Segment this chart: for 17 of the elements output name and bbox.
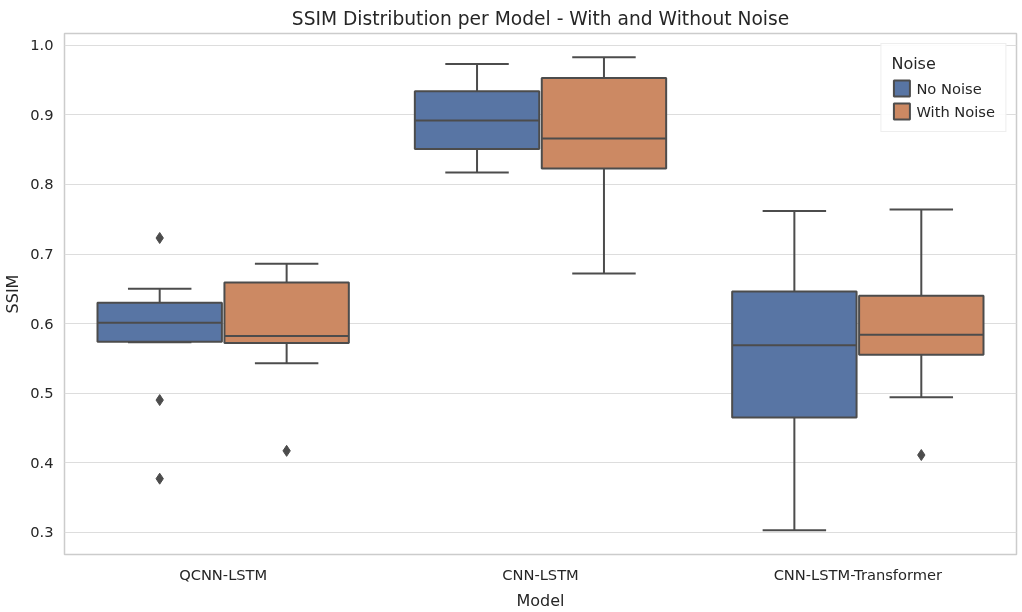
y-tick-label: 0.7: [30, 245, 54, 262]
y-tick-label: 0.3: [30, 523, 54, 541]
legend-label: No Noise: [916, 79, 982, 97]
legend-title: Noise: [891, 54, 937, 73]
y-tick-label: 1.0: [30, 36, 54, 54]
legend-label: With Noise: [916, 102, 995, 120]
y-tick-label: 0.5: [30, 384, 54, 402]
y-tick-label: 0.8: [30, 175, 54, 193]
x-tick-label: CNN-LSTM: [502, 565, 579, 583]
y-tick-label: 0.6: [30, 314, 54, 332]
x-axis-title: Model: [516, 590, 565, 610]
x-tick-label: QCNN-LSTM: [179, 565, 268, 583]
y-tick-label: 0.4: [30, 453, 54, 471]
y-axis-title: SSIM: [3, 274, 23, 314]
x-tick-label: CNN-LSTM-Transformer: [773, 565, 944, 583]
y-tick-label: 0.9: [30, 105, 54, 123]
chart-title: SSIM Distribution per Model - With and Without Noise: [291, 7, 790, 29]
